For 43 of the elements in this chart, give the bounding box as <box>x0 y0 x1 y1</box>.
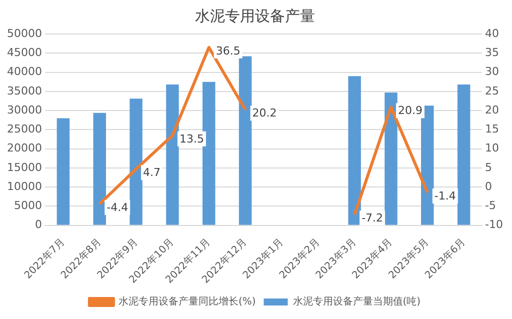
y2-tick-label: -5 <box>485 199 496 212</box>
y2-tick-label: 5 <box>485 160 492 174</box>
data-label: 36.5 <box>216 44 240 58</box>
bar <box>421 106 434 225</box>
y2-tick-label: 30 <box>485 65 500 78</box>
chart-title: 水泥专用设备产量 <box>195 6 315 25</box>
y-tick-label: 10000 <box>6 180 42 193</box>
y2-tick-label: 40 <box>485 26 500 40</box>
y2-tick-label: 15 <box>485 122 500 136</box>
y-tick-label: 20000 <box>6 142 42 155</box>
y-tick-label: 30000 <box>6 103 42 116</box>
y2-tick-label: 10 <box>485 142 500 155</box>
bar <box>166 84 179 225</box>
bar <box>56 118 70 225</box>
y2-tick-label: -10 <box>485 218 503 232</box>
data-label: -7.2 <box>362 212 384 225</box>
y-tick-label: 50000 <box>6 26 42 40</box>
y-tick-label: 25000 <box>6 122 42 136</box>
y-tick-label: 15000 <box>6 160 42 174</box>
y-tick-label: 0 <box>34 218 42 232</box>
data-label: 4.7 <box>143 166 161 179</box>
bar <box>130 98 142 225</box>
data-label: -4.4 <box>106 200 128 214</box>
bar <box>348 76 361 225</box>
y2-tick-label: 25 <box>485 84 500 98</box>
bar <box>457 84 470 225</box>
data-label: 20.9 <box>398 104 422 117</box>
y2-tick-label: 35 <box>485 46 500 59</box>
y2-tick-label: 20 <box>485 103 500 116</box>
legend-label: 水泥专用设备产量同比增长(%) <box>118 296 256 308</box>
bar <box>202 82 216 225</box>
legend-label: 水泥专用设备产量当期值(吨) <box>292 296 421 308</box>
bar <box>93 112 106 225</box>
data-label: 20.2 <box>252 106 277 120</box>
y2-tick-label: 0 <box>485 180 492 193</box>
y-tick-label: 45000 <box>6 46 42 59</box>
bar <box>384 92 398 225</box>
y-tick-label: 5000 <box>14 199 42 212</box>
y-tick-label: 35000 <box>6 84 42 98</box>
y-tick-label: 40000 <box>6 65 42 78</box>
bar <box>238 56 252 225</box>
data-label: 13.5 <box>179 132 204 146</box>
data-label: -1.4 <box>434 189 456 202</box>
